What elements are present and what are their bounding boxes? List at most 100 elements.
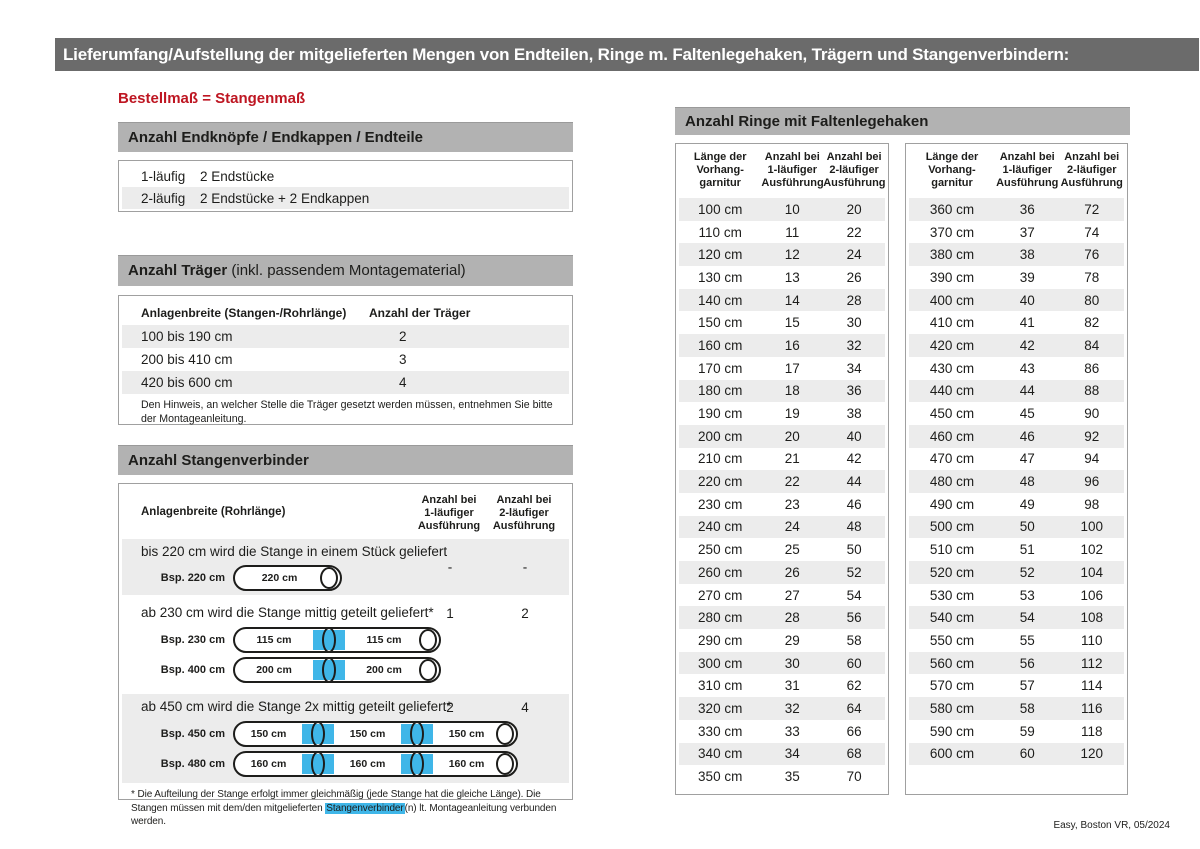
rod-example-label: Bsp. 480 cm bbox=[160, 758, 225, 770]
track-type: 2-läufig bbox=[141, 190, 186, 206]
section-title: Anzahl Endknöpfe / Endkappen / Endteile bbox=[128, 129, 424, 146]
rod-segment-label: 150 cm bbox=[250, 728, 287, 740]
table-row: 120 cm 12 24 bbox=[679, 243, 885, 267]
curtain-length: 380 cm bbox=[929, 247, 975, 263]
curtain-length: 290 cm bbox=[698, 632, 743, 648]
verbinder-row-ab-230: ab 230 cm wird die Stange mittig geteilt… bbox=[122, 600, 569, 689]
table-row: 150 cm 15 30 bbox=[679, 311, 885, 334]
page-banner: Lieferumfang/Aufstellung der mitgeliefer… bbox=[55, 38, 1199, 71]
rings-1-track: 20 bbox=[784, 428, 800, 444]
column-header-width: Anlagenbreite (Rohrlänge) bbox=[141, 506, 286, 518]
rings-1-track: 59 bbox=[1019, 723, 1035, 739]
rings-1-track: 41 bbox=[1019, 315, 1035, 331]
table-row: 410 cm 41 82 bbox=[909, 311, 1124, 334]
rod-segment-label: 220 cm bbox=[261, 571, 298, 584]
table-row: 190 cm 19 38 bbox=[679, 402, 885, 425]
rings-1-track: 43 bbox=[1019, 360, 1035, 376]
document-reference: Easy, Boston VR, 05/2024 bbox=[1053, 820, 1170, 831]
curtain-length: 540 cm bbox=[929, 610, 975, 626]
rod-diagram: 150 cm 150 cm 150 cm bbox=[233, 721, 518, 747]
verbinder-table: Anlagenbreite (Rohrlänge) Anzahl bei 1-l… bbox=[118, 483, 573, 827]
rings-2-track: 60 bbox=[846, 655, 862, 671]
rings-2-track: 82 bbox=[1084, 315, 1100, 331]
column-header-width: Anlagenbreite (Stangen-/Rohrlänge) bbox=[141, 306, 347, 320]
curtain-length: 580 cm bbox=[929, 700, 975, 716]
highlighted-term: Stangenverbinder bbox=[325, 802, 405, 814]
rings-2-track: 72 bbox=[1084, 201, 1100, 217]
table-row: 200 bis 410 cm 3 bbox=[122, 348, 569, 371]
section-title: Anzahl Ringe mit Faltenlegehaken bbox=[685, 113, 929, 130]
table-row: 480 cm 48 96 bbox=[909, 470, 1124, 493]
rings-1-track: 31 bbox=[784, 678, 800, 694]
rod-endcap-icon bbox=[419, 629, 437, 651]
curtain-length: 570 cm bbox=[929, 678, 975, 694]
curtain-length: 530 cm bbox=[929, 587, 975, 603]
section-title: Anzahl Träger bbox=[128, 262, 228, 279]
curtain-length: 200 cm bbox=[698, 428, 743, 444]
rings-2-track: 116 bbox=[1080, 700, 1103, 716]
rings-2-track: 42 bbox=[846, 451, 862, 467]
rings-1-track: 50 bbox=[1019, 519, 1035, 535]
rod-segment-label: 115 cm bbox=[366, 634, 402, 646]
rings-1-track: 47 bbox=[1019, 451, 1035, 467]
track-type: 1-läufig bbox=[141, 168, 186, 184]
ring-table-2: Länge der Vorhang-garnitur Anzahl bei 1-lä… bbox=[905, 143, 1128, 795]
rings-1-track: 52 bbox=[1019, 564, 1035, 580]
bracket-count: 4 bbox=[399, 375, 407, 390]
rod-connector-icon bbox=[401, 721, 433, 747]
curtain-length: 350 cm bbox=[698, 769, 743, 785]
rod-diagram: 220 cm bbox=[233, 564, 342, 591]
rings-2-track: 108 bbox=[1080, 610, 1104, 626]
rod-example-label: Bsp. 400 cm bbox=[160, 664, 225, 676]
rod-segment-label: 160 cm bbox=[448, 758, 485, 770]
column-header-1-track: Anzahl bei 1-läufiger Ausführung bbox=[417, 494, 481, 532]
rod-example-label: Bsp. 450 cm bbox=[160, 728, 225, 740]
rings-2-track: 52 bbox=[846, 564, 862, 580]
curtain-length: 180 cm bbox=[698, 383, 743, 399]
rings-2-track: 32 bbox=[846, 337, 862, 353]
column-header-2-track: Anzahl bei 2-läufiger Ausführung bbox=[492, 494, 556, 532]
curtain-length: 160 cm bbox=[698, 337, 743, 353]
section-header-endteile: Anzahl Endknöpfe / Endkappen / Endteile bbox=[118, 122, 573, 152]
rings-1-track: 51 bbox=[1019, 542, 1035, 558]
rod-example-label: Bsp. 230 cm bbox=[160, 634, 225, 646]
table-row: 560 cm 56 112 bbox=[909, 651, 1124, 675]
section-header-ringe: Anzahl Ringe mit Faltenlegehaken bbox=[675, 107, 1130, 135]
table-row: 520 cm 52 104 bbox=[909, 561, 1124, 584]
rings-2-track: 118 bbox=[1080, 723, 1103, 739]
table-row: 470 cm 47 94 bbox=[909, 448, 1124, 471]
table-row: 460 cm 46 92 bbox=[909, 424, 1124, 448]
rings-2-track: 38 bbox=[846, 406, 862, 422]
curtain-length: 470 cm bbox=[929, 451, 975, 467]
rings-1-track: 53 bbox=[1019, 587, 1035, 603]
table-header-row: Anlagenbreite (Rohrlänge) Anzahl bei 1-l… bbox=[119, 492, 572, 539]
curtain-length: 190 cm bbox=[698, 406, 743, 422]
rings-2-track: 104 bbox=[1080, 564, 1104, 580]
rod-connector-icon bbox=[313, 627, 345, 653]
table-row: 140 cm 14 28 bbox=[679, 288, 885, 312]
rings-2-track: 86 bbox=[1084, 360, 1100, 376]
table-row: 570 cm 57 114 bbox=[909, 674, 1124, 697]
table-row: 240 cm 24 48 bbox=[679, 515, 885, 539]
curtain-length: 300 cm bbox=[698, 655, 743, 671]
order-measure-note: Bestellmaß = Stangenmaß bbox=[118, 90, 306, 107]
bracket-count: 3 bbox=[399, 352, 407, 367]
table-row: 530 cm 53 106 bbox=[909, 584, 1124, 607]
rings-2-track: 46 bbox=[846, 496, 862, 512]
rings-1-track: 44 bbox=[1019, 383, 1035, 399]
rod-example-label: Bsp. 220 cm bbox=[160, 571, 225, 584]
rings-2-track: 36 bbox=[846, 383, 862, 399]
count-1-track: 2 bbox=[446, 700, 454, 715]
curtain-length: 150 cm bbox=[698, 315, 743, 331]
section-title: Anzahl Stangenverbinder bbox=[128, 452, 309, 469]
rule-text: ab 450 cm wird die Stange 2x mittig gete… bbox=[141, 699, 452, 714]
rings-1-track: 16 bbox=[784, 337, 800, 353]
rings-2-track: 20 bbox=[846, 201, 862, 217]
rings-2-track: 90 bbox=[1084, 406, 1100, 422]
rings-1-track: 42 bbox=[1019, 337, 1035, 353]
split-footnote: * Die Aufteilung der Stange erfolgt imme… bbox=[131, 789, 557, 827]
rings-2-track: 106 bbox=[1080, 587, 1104, 603]
rings-1-track: 46 bbox=[1019, 428, 1035, 444]
rod-diagram: 115 cm 115 cm bbox=[233, 627, 441, 653]
section-title-note: (inkl. passendem Montagematerial) bbox=[227, 262, 466, 279]
